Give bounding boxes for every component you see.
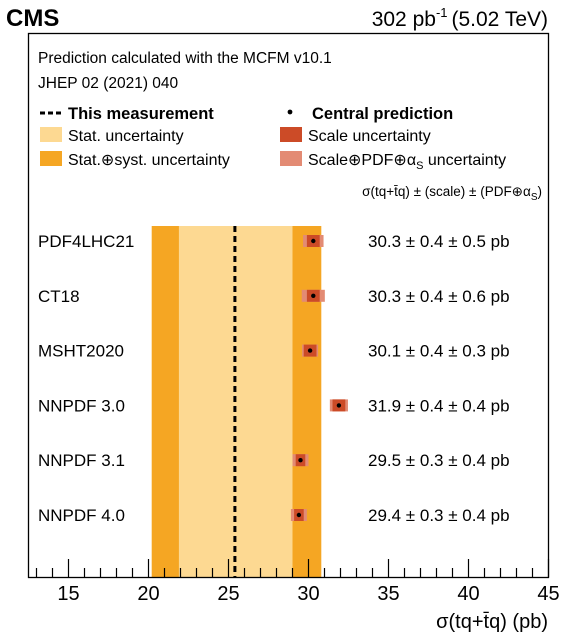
measurement-bands (151, 226, 322, 577)
legend-scalepdf-swatch (280, 151, 302, 166)
prediction-value-label: 29.5 ± 0.3 ± 0.4 pb (368, 451, 510, 470)
legend-scalepdf-tail: uncertainty (423, 152, 506, 169)
note-line-1: Prediction calculated with the MCFM v10.… (38, 50, 332, 67)
experiment-label: CMS (6, 5, 59, 32)
x-tick-label: 45 (537, 583, 559, 605)
pdf-set-label: NNPDF 4.0 (38, 506, 125, 525)
central-prediction-marker (298, 458, 303, 463)
central-prediction-marker (311, 293, 316, 298)
legend-stat-label: Stat. uncertainty (68, 128, 184, 145)
pdf-set-label: CT18 (38, 287, 80, 306)
legend-statsyst-label: Stat.⊕syst. uncertainty (68, 152, 230, 169)
legend-scalepdf-text: Scale⊕PDF⊕α (308, 152, 416, 169)
energy-label: (5.02 TeV) (452, 8, 549, 31)
legend-central-label: Central prediction (312, 105, 453, 123)
legend-stat-swatch (40, 127, 62, 142)
x-axis: 15 20 25 30 35 40 45 (35, 559, 560, 605)
x-tick-label: 35 (377, 583, 399, 605)
note-line-2: JHEP 02 (2021) 040 (38, 75, 179, 92)
prediction-value-label: 29.4 ± 0.3 ± 0.4 pb (368, 506, 510, 525)
column-header-sub: S (531, 192, 538, 203)
x-tick-label: 25 (217, 583, 239, 605)
lumi-exponent: -1 (436, 5, 448, 20)
legend-scale-swatch (280, 127, 302, 142)
central-prediction-marker (311, 238, 316, 244)
prediction-value-label: 31.9 ± 0.4 ± 0.4 pb (368, 396, 510, 415)
lumi-value: 302 pb (372, 8, 436, 31)
central-prediction-marker (336, 403, 342, 408)
central-prediction-marker (296, 512, 302, 518)
column-header-close: ) (538, 184, 543, 199)
legend-scalepdf-sub: S (416, 160, 423, 172)
pdf-set-label: NNPDF 3.1 (38, 451, 125, 470)
predictions: PDF4LHC21 30.3 ± 0.4 ± 0.5 pb CT18 30.3 ± 0… (38, 232, 510, 525)
legend-statsyst-swatch (40, 151, 62, 166)
legend-central-marker (287, 109, 293, 115)
x-tick-label: 20 (137, 583, 159, 605)
pdf-set-label: NNPDF 3.0 (38, 396, 125, 415)
central-prediction-marker (307, 348, 313, 353)
pdf-set-label: PDF4LHC21 (38, 232, 134, 251)
x-axis-title: σ(tq+t̄q) (pb) (436, 611, 548, 633)
legend: This measurement Central prediction Stat… (40, 105, 506, 172)
prediction-value-label: 30.1 ± 0.4 ± 0.3 pb (368, 342, 510, 361)
prediction-value-label: 30.3 ± 0.4 ± 0.5 pb (368, 232, 510, 251)
legend-scale-label: Scale uncertainty (308, 128, 431, 145)
pdf-set-label: MSHT2020 (38, 342, 124, 361)
luminosity-label: 302 pb-1 (5.02 TeV) (372, 5, 548, 31)
x-tick-label: 15 (57, 583, 79, 605)
legend-measurement-label: This measurement (68, 105, 214, 123)
column-header: σ(tq+t̄q) ± (scale) ± (PDF⊕αS) (362, 184, 542, 203)
x-tick-label: 40 (457, 583, 479, 605)
plot-frame (27, 32, 550, 579)
prediction-value-label: 30.3 ± 0.4 ± 0.6 pb (368, 287, 510, 306)
x-tick-label: 30 (297, 583, 319, 605)
column-header-text: σ(tq+t̄q) ± (scale) ± (PDF⊕α (362, 184, 531, 199)
legend-scalepdf-label: Scale⊕PDF⊕αS uncertainty (308, 152, 506, 172)
